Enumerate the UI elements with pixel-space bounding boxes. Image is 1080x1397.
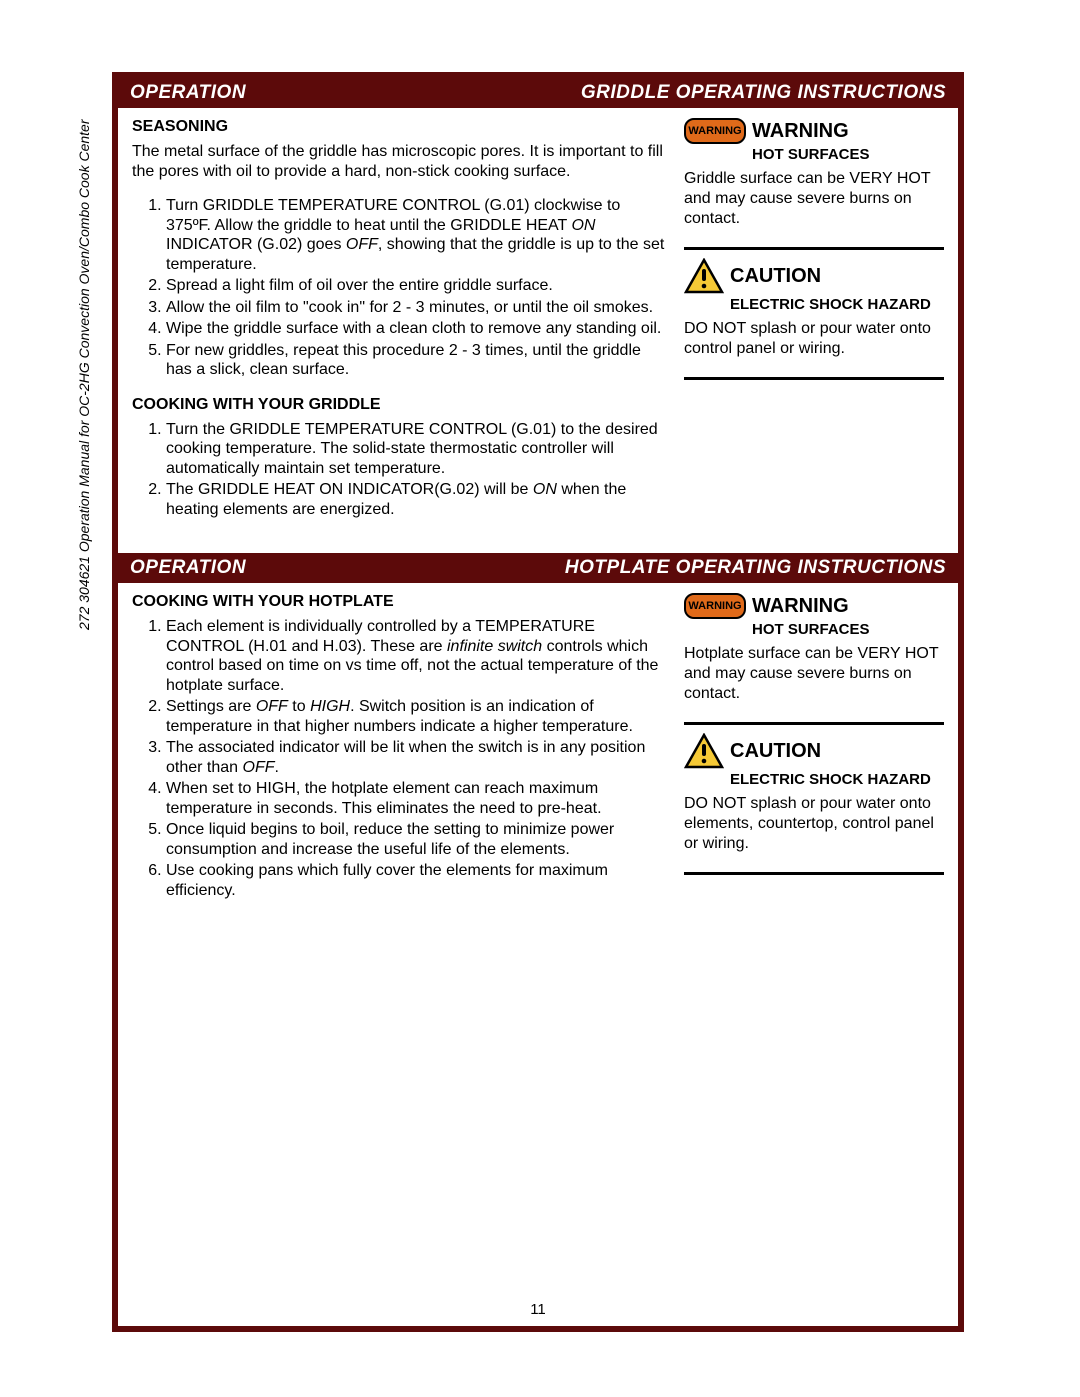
warning-title: WARNING [752, 120, 849, 143]
warning-title: WARNING [752, 595, 849, 618]
warning-sub: HOT SURFACES [752, 621, 944, 638]
side-rule [684, 872, 944, 875]
griddle-side: WARNING WARNING HOT SURFACES Griddle sur… [684, 118, 944, 535]
warning-body: Griddle surface can be VERY HOT and may … [684, 169, 944, 229]
caution-block: CAUTION ELECTRIC SHOCK HAZARD DO NOT spl… [684, 247, 944, 359]
warning-badge-icon: WARNING [684, 593, 746, 619]
warning-block: WARNING WARNING HOT SURFACES Griddle sur… [684, 118, 944, 229]
list-item: Turn GRIDDLE TEMPERATURE CONTROL (G.01) … [166, 196, 666, 274]
caution-sub: ELECTRIC SHOCK HAZARD [730, 771, 944, 788]
section-header-griddle: OPERATION GRIDDLE OPERATING INSTRUCTIONS [118, 78, 958, 108]
caution-title: CAUTION [730, 740, 821, 763]
section-header-left: OPERATION [130, 557, 246, 579]
section-header-right: HOTPLATE OPERATING INSTRUCTIONS [565, 557, 946, 579]
list-item: Each element is individually controlled … [166, 617, 666, 695]
spine-text: 272 304621 Operation Manual for OC-2HG C… [76, 70, 92, 630]
caution-body: DO NOT splash or pour water onto element… [684, 794, 944, 854]
hotplate-main: COOKING WITH YOUR HOTPLATE Each element … [132, 593, 666, 916]
section-header-left: OPERATION [130, 82, 246, 104]
list-item: For new griddles, repeat this procedure … [166, 341, 666, 380]
list-item: When set to HIGH, the hotplate element c… [166, 779, 666, 818]
list-item: Once liquid begins to boil, reduce the s… [166, 820, 666, 859]
seasoning-subhead: SEASONING [132, 118, 666, 136]
caution-title: CAUTION [730, 265, 821, 288]
caution-triangle-icon [684, 733, 724, 769]
list-item: The GRIDDLE HEAT ON INDICATOR(G.02) will… [166, 480, 666, 519]
page-frame: OPERATION GRIDDLE OPERATING INSTRUCTIONS… [112, 72, 964, 1332]
list-item: Spread a light film of oil over the enti… [166, 276, 666, 296]
list-item: Use cooking pans which fully cover the e… [166, 861, 666, 900]
caution-block: CAUTION ELECTRIC SHOCK HAZARD DO NOT spl… [684, 722, 944, 854]
cooking-hotplate-subhead: COOKING WITH YOUR HOTPLATE [132, 593, 666, 611]
side-rule [684, 377, 944, 380]
page-number: 11 [118, 1301, 958, 1318]
hotplate-content: COOKING WITH YOUR HOTPLATE Each element … [118, 583, 958, 934]
warning-badge-icon: WARNING [684, 118, 746, 144]
cooking-griddle-subhead: COOKING WITH YOUR GRIDDLE [132, 396, 666, 414]
seasoning-steps: Turn GRIDDLE TEMPERATURE CONTROL (G.01) … [132, 196, 666, 380]
list-item: Settings are OFF to HIGH. Switch positio… [166, 697, 666, 736]
list-item: Allow the oil film to "cook in" for 2 - … [166, 298, 666, 318]
griddle-content: SEASONING The metal surface of the gridd… [118, 108, 958, 553]
seasoning-intro: The metal surface of the griddle has mic… [132, 142, 666, 182]
section-header-hotplate: OPERATION HOTPLATE OPERATING INSTRUCTION… [118, 553, 958, 583]
griddle-main: SEASONING The metal surface of the gridd… [132, 118, 666, 535]
caution-triangle-icon [684, 258, 724, 294]
caution-sub: ELECTRIC SHOCK HAZARD [730, 296, 944, 313]
warning-block: WARNING WARNING HOT SURFACES Hotplate su… [684, 593, 944, 704]
hotplate-side: WARNING WARNING HOT SURFACES Hotplate su… [684, 593, 944, 916]
warning-sub: HOT SURFACES [752, 146, 944, 163]
warning-body: Hotplate surface can be VERY HOT and may… [684, 644, 944, 704]
list-item: The associated indicator will be lit whe… [166, 738, 666, 777]
section-header-right: GRIDDLE OPERATING INSTRUCTIONS [581, 82, 946, 104]
caution-body: DO NOT splash or pour water onto control… [684, 319, 944, 359]
list-item: Wipe the griddle surface with a clean cl… [166, 319, 666, 339]
list-item: Turn the GRIDDLE TEMPERATURE CONTROL (G.… [166, 420, 666, 479]
cooking-griddle-steps: Turn the GRIDDLE TEMPERATURE CONTROL (G.… [132, 420, 666, 520]
cooking-hotplate-steps: Each element is individually controlled … [132, 617, 666, 900]
